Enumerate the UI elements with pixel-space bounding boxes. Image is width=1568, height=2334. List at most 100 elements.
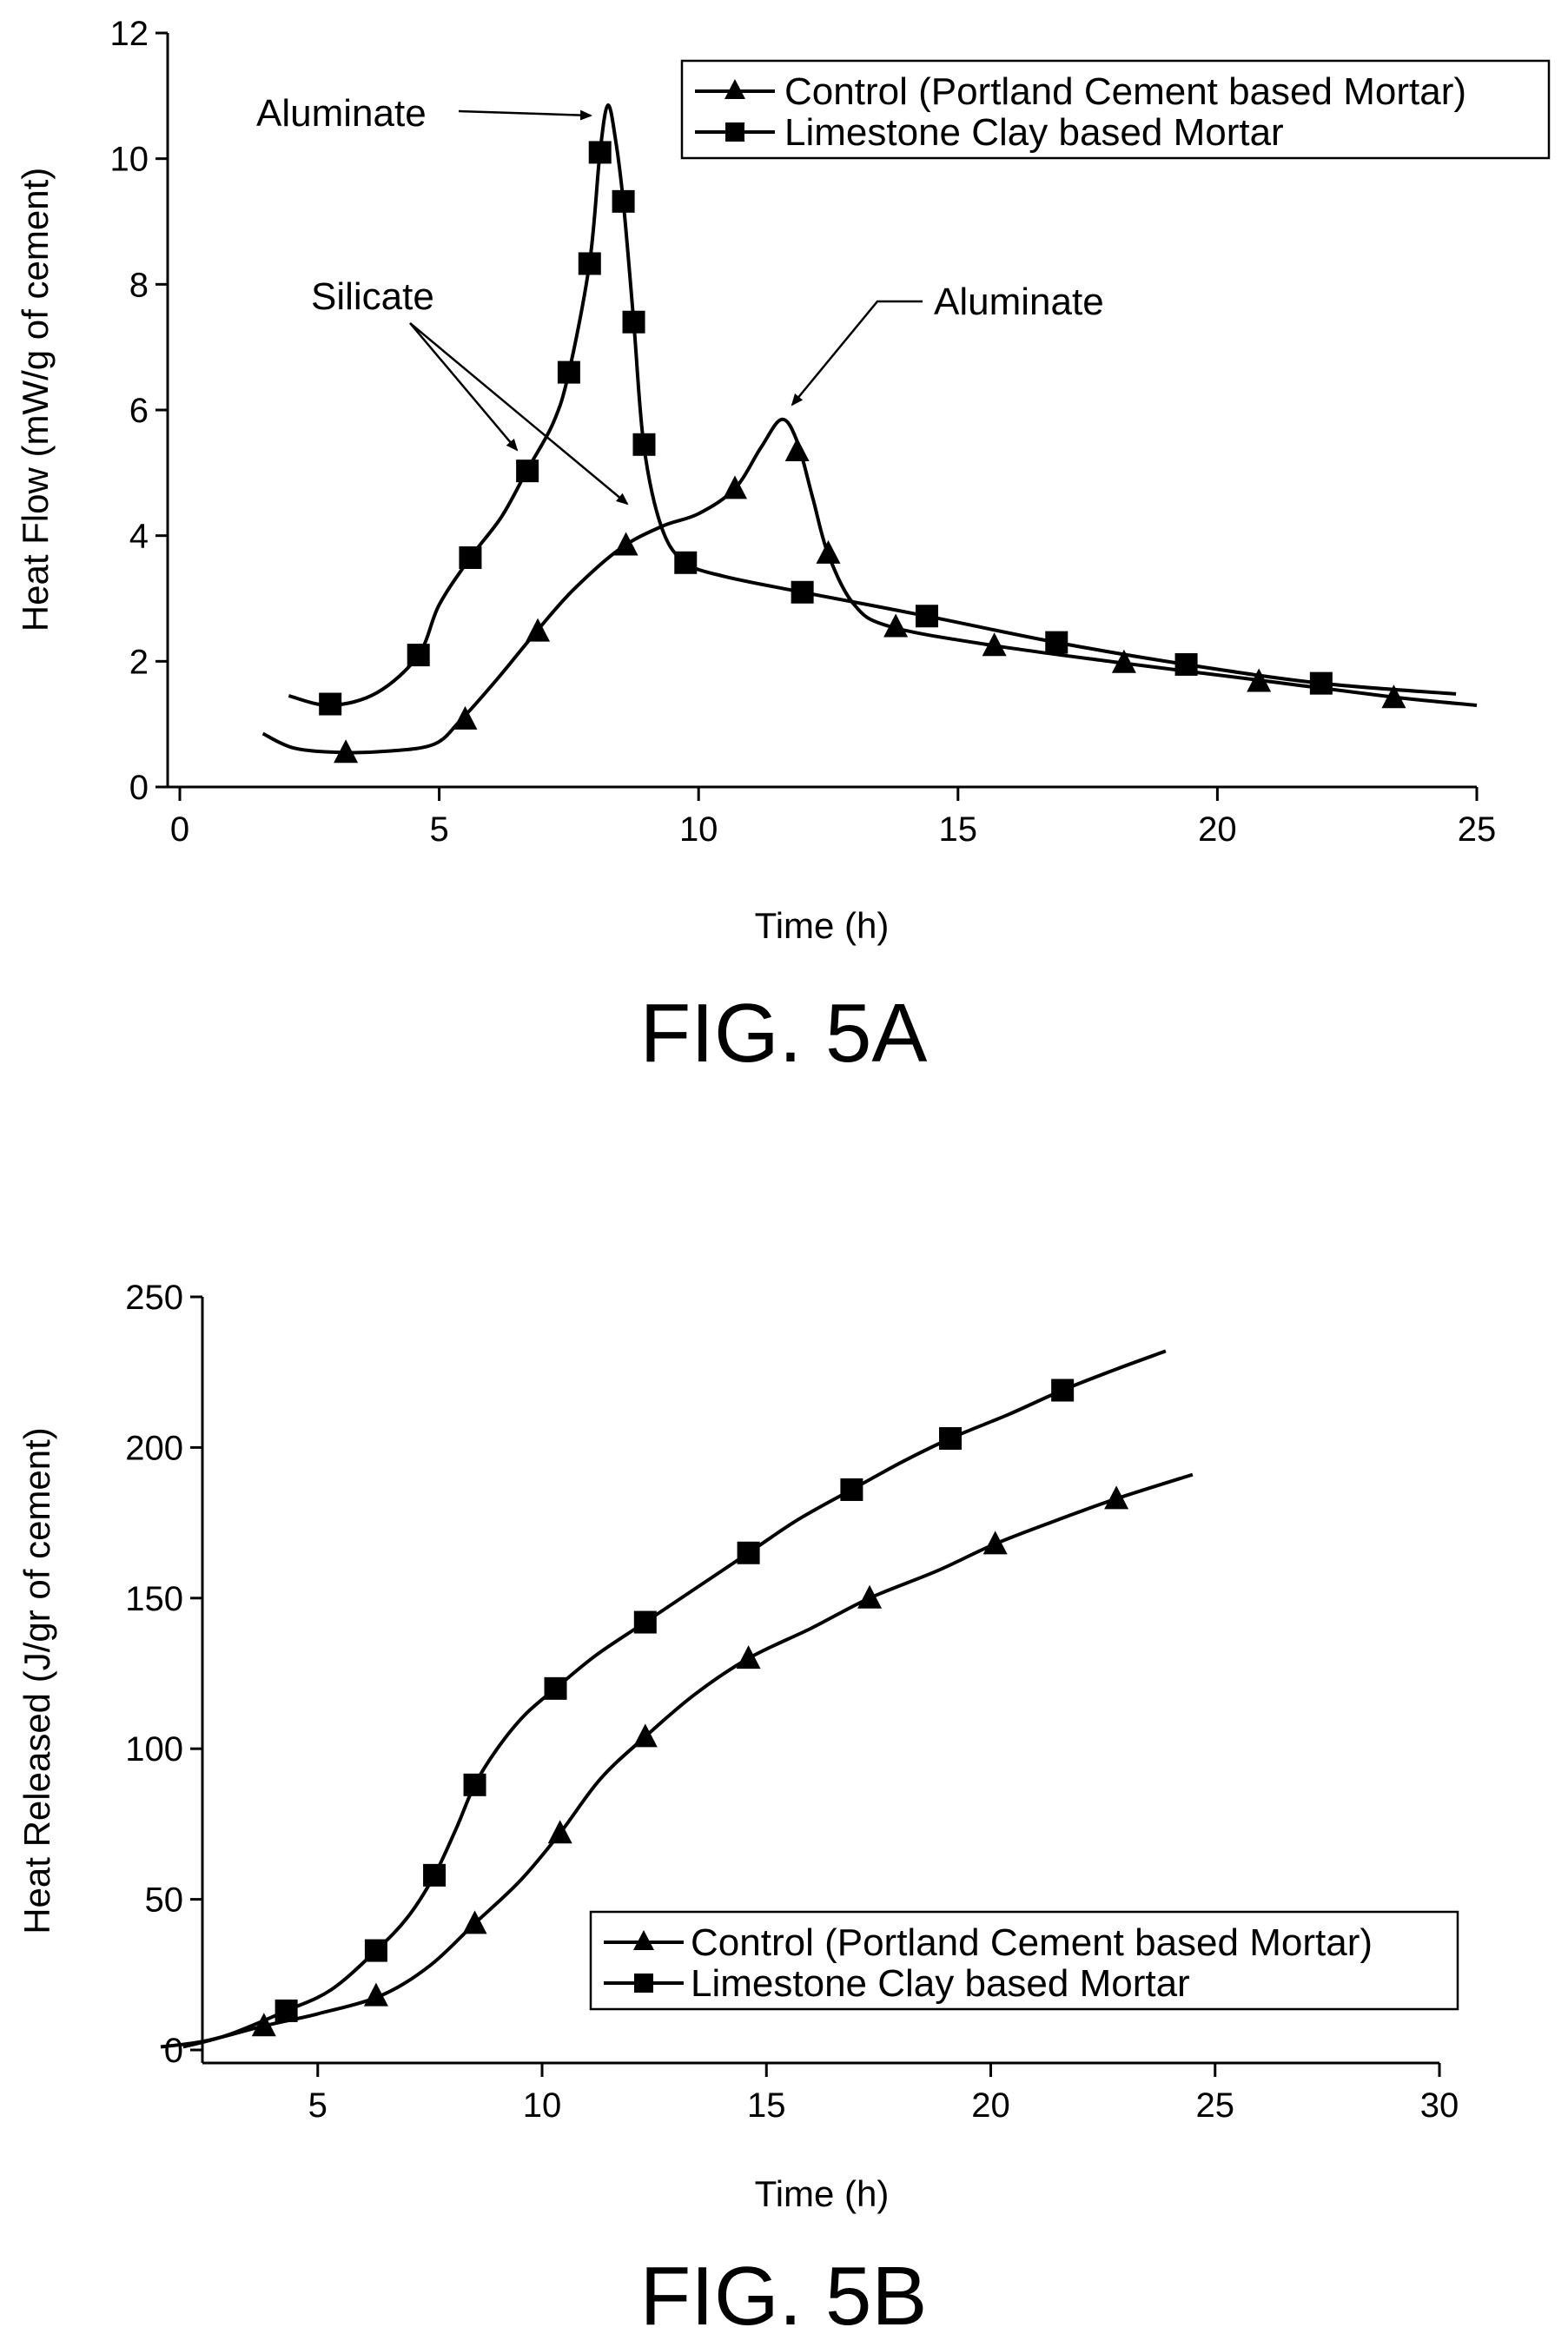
data-point-triangle	[453, 705, 478, 730]
data-point-square	[674, 551, 698, 574]
annotation-arrow	[458, 109, 592, 121]
data-point-triangle	[632, 1723, 658, 1748]
y-tick-label: 150	[125, 1580, 183, 1618]
y-tick-label: 0	[129, 769, 149, 807]
y-tick-label: 2	[129, 643, 149, 681]
data-point-triangle	[251, 2013, 276, 2037]
y-tick-label: 10	[110, 141, 149, 179]
x-tick-label: 15	[747, 2086, 786, 2125]
data-point-triangle	[736, 1645, 761, 1670]
y-tick-label: 200	[125, 1429, 183, 1467]
data-point-square	[588, 141, 612, 164]
legend: Control (Portland Cement based Mortar) L…	[589, 1910, 1459, 2011]
x-tick-label: 20	[1198, 810, 1237, 849]
y-tick-label: 4	[129, 518, 149, 556]
x-ticks: 0 5 10 15 20 25	[170, 787, 1496, 849]
y-tick-label: 8	[129, 266, 149, 304]
data-point-triangle	[982, 632, 1007, 657]
data-point-square	[578, 252, 601, 275]
annotation-arrow	[409, 322, 629, 506]
data-point-triangle	[1111, 649, 1136, 673]
figure-caption-5b: FIG. 5B	[640, 2250, 928, 2334]
data-point-square	[319, 692, 342, 716]
series-line-control	[261, 417, 1478, 755]
data-point-square	[459, 545, 482, 569]
data-point-triangle	[334, 739, 359, 764]
data-point-square	[557, 360, 580, 384]
data-point-square	[1051, 1379, 1075, 1402]
x-ticks: 5 10 15 20 25 30	[308, 2063, 1459, 2125]
data-point-triangle	[1104, 1485, 1129, 1510]
data-point-triangle	[784, 438, 810, 462]
x-tick-label: 5	[429, 810, 448, 849]
legend-box	[680, 59, 1551, 160]
data-point-triangle	[526, 618, 551, 642]
data-point-triangle	[1381, 684, 1406, 709]
legend-box	[589, 1910, 1459, 2011]
y-axis-title: Heat Flow (mW/g of cement)	[15, 168, 56, 631]
annotation-aluminate-limestone: Aluminate	[256, 92, 427, 135]
data-point-triangle	[547, 1820, 572, 1844]
x-tick-label: 10	[523, 2086, 562, 2125]
data-point-triangle	[1247, 668, 1272, 692]
data-point-square	[364, 1939, 387, 1962]
x-tick-label: 25	[1196, 2086, 1235, 2125]
legend-label-limestone: Limestone Clay based Mortar	[784, 111, 1284, 154]
data-point-square	[423, 1863, 447, 1887]
y-ticks: 0 2 4 6 8 10 12	[110, 15, 168, 807]
x-tick-label: 15	[939, 810, 978, 849]
legend-label-control: Control (Portland Cement based Mortar)	[691, 1921, 1373, 1964]
y-tick-label: 6	[129, 392, 149, 430]
annotation-silicate: Silicate	[311, 275, 434, 318]
figure-caption-5a: FIG. 5A	[640, 987, 928, 1080]
legend: Control (Portland Cement based Mortar) L…	[680, 59, 1551, 160]
data-point-square	[632, 433, 656, 456]
data-point-square	[1045, 631, 1068, 654]
series-markers	[319, 141, 1406, 764]
series-markers	[251, 1379, 1129, 2037]
y-tick-label: 12	[110, 15, 149, 53]
data-point-square	[275, 1999, 298, 2022]
data-point-square	[544, 1676, 567, 1700]
data-point-triangle	[816, 539, 841, 564]
legend-marker-square	[725, 122, 744, 142]
data-point-triangle	[613, 532, 638, 556]
data-point-square	[633, 1610, 657, 1634]
series-line-limestone	[288, 103, 1457, 708]
x-axis-title: Time (h)	[755, 2173, 890, 2214]
x-tick-label: 5	[308, 2086, 327, 2125]
y-ticks: 0 50 100 150 200 250	[125, 1279, 202, 2070]
legend-marker-triangle	[633, 1930, 654, 1950]
data-point-square	[840, 1478, 863, 1501]
data-point-square	[915, 605, 938, 628]
x-tick-label: 20	[971, 2086, 1010, 2125]
legend-marker-triangle	[724, 79, 745, 99]
data-point-square	[407, 644, 430, 667]
y-tick-label: 100	[125, 1730, 183, 1769]
data-point-square	[516, 460, 539, 483]
data-point-square	[612, 189, 635, 213]
annotation-arrow	[409, 322, 519, 452]
data-point-triangle	[857, 1584, 883, 1609]
series-curves	[261, 103, 1478, 755]
y-tick-label: 0	[164, 2032, 183, 2070]
data-point-square	[463, 1773, 486, 1796]
data-point-square	[622, 310, 645, 334]
x-axis-title: Time (h)	[755, 905, 890, 946]
data-point-square	[791, 580, 814, 604]
x-tick-label: 30	[1420, 2086, 1459, 2125]
data-point-triangle	[982, 1531, 1008, 1555]
data-point-triangle	[883, 613, 909, 638]
data-point-square	[737, 1541, 760, 1564]
data-point-triangle	[462, 1910, 487, 1934]
data-point-triangle	[363, 1982, 388, 2007]
x-tick-label: 10	[679, 810, 718, 849]
legend-label-control: Control (Portland Cement based Mortar)	[784, 70, 1466, 113]
data-point-square	[939, 1426, 963, 1450]
heat-flow-chart: 0 2 4 6 8 10 12 0 5 10 15 20 25 Time (h) Heat Flow …	[15, 15, 1551, 946]
legend-label-limestone: Limestone Clay based Mortar	[691, 1962, 1190, 2005]
data-point-square	[1174, 652, 1198, 676]
legend-marker-square	[634, 1974, 653, 1993]
data-point-triangle	[723, 475, 748, 499]
